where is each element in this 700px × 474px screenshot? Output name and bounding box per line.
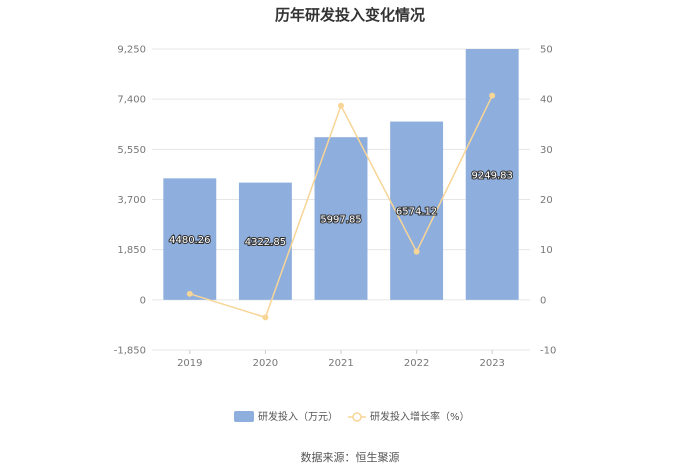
legend-swatch-marker xyxy=(352,412,362,422)
left-tick-label: -1,850 xyxy=(114,346,146,357)
line-series xyxy=(186,92,496,321)
bar xyxy=(163,178,217,300)
growth-point xyxy=(186,290,193,297)
bar-data-label: 4480.26 xyxy=(169,235,210,246)
left-tick-label: 9,250 xyxy=(117,45,146,56)
bar xyxy=(314,137,368,300)
growth-point xyxy=(338,102,344,109)
bar-series xyxy=(163,49,519,300)
x-tick-label: 2023 xyxy=(479,358,504,369)
left-tick-label: 1,850 xyxy=(117,245,146,256)
growth-point xyxy=(489,92,496,99)
growth-point xyxy=(413,248,420,255)
left-tick-label: 0 xyxy=(140,295,146,306)
data-source: 数据来源：恒生聚源 xyxy=(301,450,400,464)
left-axis-ticks: 9,250 7,400 5,550 3,700 1,850 0 -1,850 xyxy=(114,45,146,357)
right-tick-label: 40 xyxy=(540,95,553,106)
left-tick-label: 3,700 xyxy=(117,195,146,206)
bar xyxy=(465,49,519,300)
x-tick-label: 2019 xyxy=(177,358,202,369)
legend: 研发投入（万元） 研发投入增长率（%） xyxy=(234,410,470,423)
growth-point xyxy=(262,314,269,321)
x-axis-ticks: 2019 2020 2021 2022 2023 xyxy=(177,350,505,369)
x-tick-label: 2021 xyxy=(328,358,353,369)
bar xyxy=(238,182,292,300)
x-tick-label: 2022 xyxy=(404,358,429,369)
bar-data-label: 4322.85 xyxy=(245,237,286,248)
chart-title: 历年研发投入变化情况 xyxy=(275,6,425,24)
right-tick-label: 50 xyxy=(540,45,553,56)
right-tick-label: 0 xyxy=(540,295,546,306)
right-tick-label: -10 xyxy=(540,346,556,357)
x-tick-label: 2020 xyxy=(253,358,278,369)
bar-data-labels: 4480.26 4322.85 5997.85 6574.12 9249.83 xyxy=(168,169,514,249)
left-tick-label: 5,550 xyxy=(117,145,146,156)
right-tick-label: 20 xyxy=(540,195,553,206)
right-axis-ticks: 50 40 30 20 10 0 -10 xyxy=(540,45,556,357)
bar xyxy=(390,121,444,300)
right-tick-label: 30 xyxy=(540,145,553,156)
legend-swatch-bar xyxy=(234,411,254,422)
bar-data-label: 5997.85 xyxy=(320,215,361,226)
bar-data-label: 6574.12 xyxy=(396,207,437,218)
left-tick-label: 7,400 xyxy=(117,95,146,106)
bar-data-label: 9249.83 xyxy=(472,170,513,181)
legend-label-bar: 研发投入（万元） xyxy=(258,410,338,423)
legend-label-line: 研发投入增长率（%） xyxy=(370,410,470,423)
right-tick-label: 10 xyxy=(540,245,553,256)
